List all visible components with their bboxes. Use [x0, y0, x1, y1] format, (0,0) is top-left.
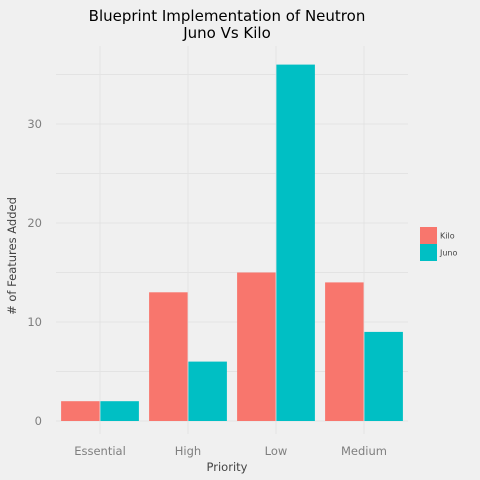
- legend-label-juno: Juno: [439, 249, 458, 258]
- bar-juno-low: [276, 64, 315, 421]
- legend-key-kilo: [420, 227, 437, 244]
- x-tick-label: Medium: [341, 444, 387, 458]
- bar-juno-essential: [100, 401, 139, 421]
- y-tick-label: 30: [27, 117, 42, 131]
- y-tick-label: 0: [35, 414, 42, 428]
- y-tick-label: 10: [27, 315, 42, 329]
- bar-juno-high: [188, 361, 227, 421]
- grid-lines: [56, 46, 408, 434]
- x-axis-title: Priority: [207, 460, 248, 474]
- chart-subtitle: Juno Vs Kilo: [182, 24, 271, 42]
- chart-title: Blueprint Implementation of Neutron: [89, 7, 366, 25]
- legend-key-juno: [420, 244, 437, 261]
- bar-juno-medium: [364, 331, 403, 421]
- x-tick-label: Low: [265, 444, 288, 458]
- legend: Kilo Juno: [420, 227, 458, 261]
- y-tick-label: 20: [27, 216, 42, 230]
- x-tick-label: Essential: [74, 444, 126, 458]
- x-tick-label: High: [175, 444, 201, 458]
- x-tick-labels: Essential High Low Medium: [74, 444, 387, 458]
- y-tick-labels: 0 10 20 30: [27, 117, 42, 428]
- bar-kilo-medium: [325, 282, 364, 421]
- legend-label-kilo: Kilo: [440, 232, 455, 241]
- y-axis-title: # of Features Added: [5, 197, 19, 315]
- bar-kilo-essential: [61, 401, 100, 421]
- bars: [61, 64, 403, 421]
- bar-kilo-low: [237, 272, 276, 421]
- bar-kilo-high: [149, 292, 188, 421]
